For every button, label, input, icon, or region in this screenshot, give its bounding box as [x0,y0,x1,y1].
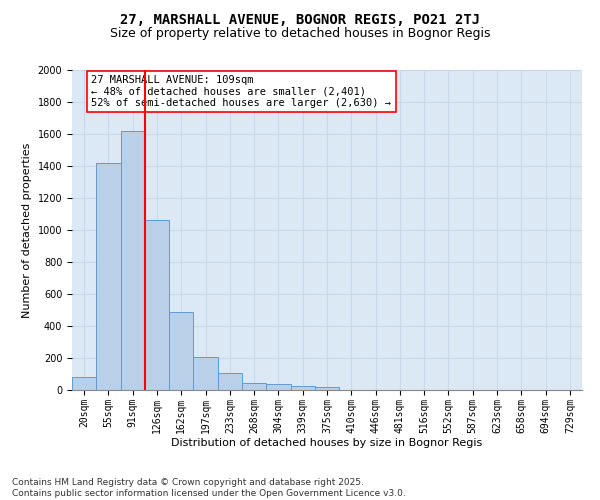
Text: Size of property relative to detached houses in Bognor Regis: Size of property relative to detached ho… [110,28,490,40]
Bar [72,377,96,390]
Y-axis label: Number of detached properties: Number of detached properties [22,142,32,318]
Bar [169,312,193,390]
Text: 27 MARSHALL AVENUE: 109sqm
← 48% of detached houses are smaller (2,401)
52% of s: 27 MARSHALL AVENUE: 109sqm ← 48% of deta… [91,75,391,108]
Bar [121,131,145,390]
Bar [266,384,290,390]
Bar [193,357,218,390]
Text: 27, MARSHALL AVENUE, BOGNOR REGIS, PO21 2TJ: 27, MARSHALL AVENUE, BOGNOR REGIS, PO21 … [120,12,480,26]
Bar [145,220,169,390]
Bar [315,387,339,390]
Text: Contains HM Land Registry data © Crown copyright and database right 2025.
Contai: Contains HM Land Registry data © Crown c… [12,478,406,498]
Bar [290,386,315,390]
X-axis label: Distribution of detached houses by size in Bognor Regis: Distribution of detached houses by size … [172,438,482,448]
Bar [96,163,121,390]
Bar [242,383,266,390]
Bar [218,373,242,390]
